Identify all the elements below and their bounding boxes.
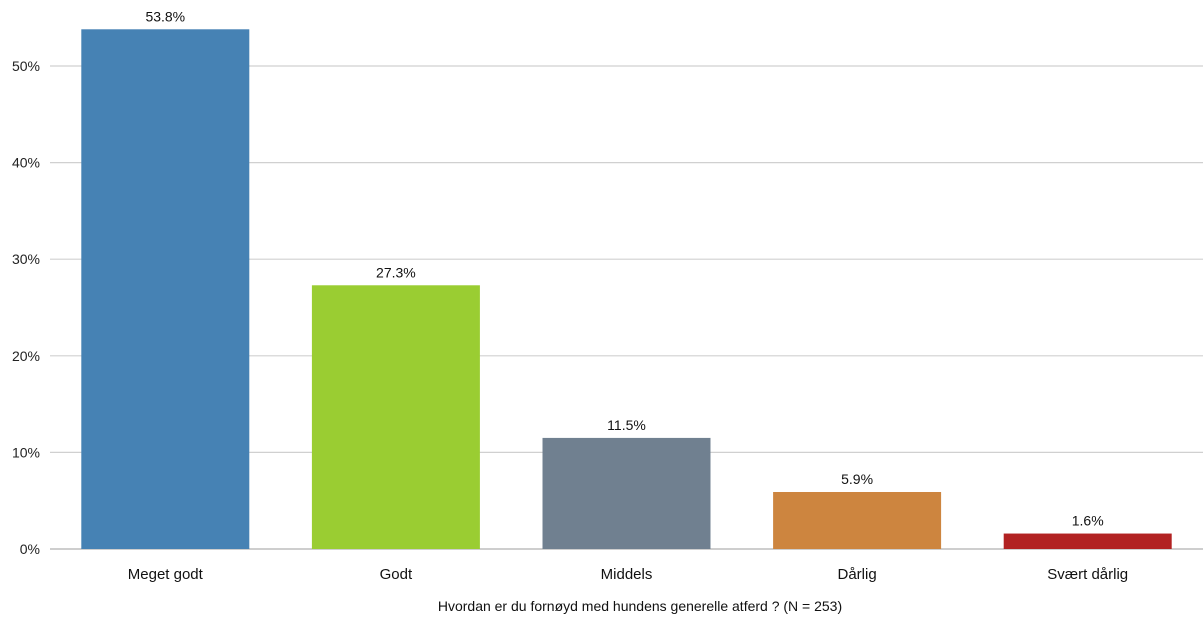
bars bbox=[81, 29, 1172, 550]
data-labels: 53.8% 27.3% 11.5% 5.9% 1.6% bbox=[145, 8, 1103, 528]
data-label: 5.9% bbox=[841, 471, 873, 487]
x-tick-label: Middels bbox=[601, 566, 653, 583]
y-tick-label: 0% bbox=[20, 541, 40, 557]
bar-godt bbox=[311, 285, 480, 549]
bar-dårlig bbox=[773, 492, 942, 549]
x-tick-label: Svært dårlig bbox=[1047, 566, 1128, 583]
bar-meget-godt bbox=[81, 29, 250, 550]
category-labels: Meget godt Godt Middels Dårlig Svært dårlig bbox=[128, 566, 1128, 583]
y-tick-label: 40% bbox=[12, 155, 40, 171]
bar-svært-dårlig bbox=[1003, 533, 1172, 549]
bar-middels bbox=[542, 437, 711, 549]
y-axis-ticks: 0% 10% 20% 30% 40% 50% bbox=[12, 58, 40, 557]
data-label: 1.6% bbox=[1072, 513, 1104, 529]
y-tick-label: 50% bbox=[12, 58, 40, 74]
data-label: 53.8% bbox=[145, 8, 185, 24]
x-tick-label: Dårlig bbox=[838, 566, 877, 583]
data-label: 11.5% bbox=[607, 417, 646, 433]
x-tick-label: Meget godt bbox=[128, 566, 204, 583]
y-tick-label: 10% bbox=[12, 444, 40, 460]
x-tick-label: Godt bbox=[380, 566, 413, 583]
x-axis-title: Hvordan er du fornøyd med hundens genere… bbox=[438, 598, 842, 614]
y-tick-label: 30% bbox=[12, 251, 40, 267]
y-tick-label: 20% bbox=[12, 348, 40, 364]
data-label: 27.3% bbox=[376, 264, 416, 280]
